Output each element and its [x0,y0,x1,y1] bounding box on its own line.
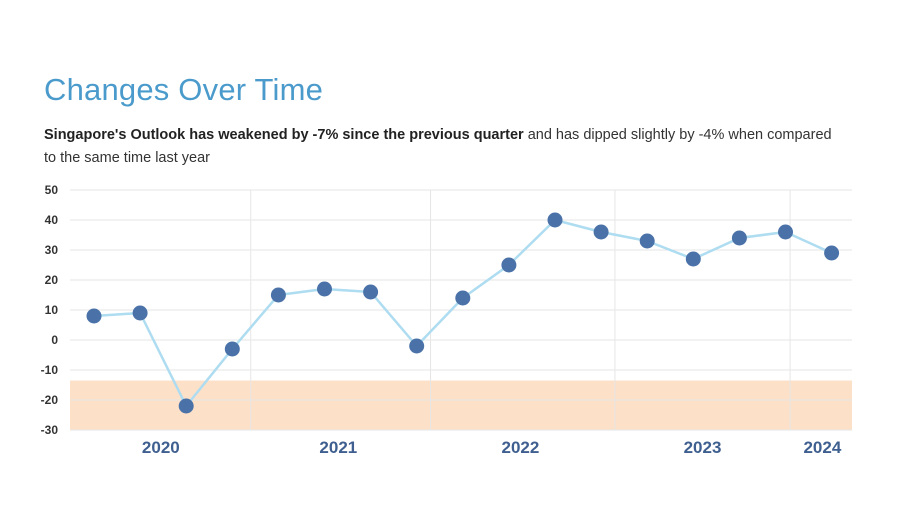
page-title: Changes Over Time [44,72,324,107]
data-point [409,338,425,354]
data-point [224,341,240,357]
y-tick-label: -30 [41,423,59,437]
data-point [178,398,194,414]
data-point [270,287,286,303]
data-point [593,224,609,240]
y-tick-label: 50 [45,183,59,197]
data-point [317,281,332,297]
series-line-layer [93,218,833,408]
series-line [93,218,833,408]
x-axis-year-labels: 2020 2021 2022 2023 2024 [142,438,842,457]
data-point [824,245,840,261]
data-point [731,230,747,246]
data-point [132,305,148,321]
gridlines [70,189,852,431]
subtitle: Singapore's Outlook has weakened by -7% … [44,124,834,170]
data-points [86,212,840,414]
data-point [778,224,793,240]
y-tick-label: -10 [41,363,59,377]
y-tick-label: -20 [41,393,59,407]
x-year-label: 2023 [684,438,722,457]
subtitle-rest: and has dipped slightly by -4% when comp… [44,127,832,166]
y-tick-label: 0 [51,333,58,347]
data-point [685,251,701,267]
x-year-label: 2024 [803,438,841,457]
x-year-label: 2021 [319,438,357,457]
data-point [86,308,102,324]
subtitle-highlight: Singapore's Outlook has weakened by -7% … [44,127,524,143]
data-point [639,233,655,249]
y-tick-label: 30 [45,243,59,257]
x-year-label: 2022 [502,438,540,457]
y-tick-label: 20 [45,273,59,287]
data-point [501,257,517,273]
y-tick-label: 40 [45,213,59,227]
y-axis-ticks: 50 40 30 20 10 0 -10 -20 -30 [41,183,59,437]
data-point [547,212,563,228]
data-point [455,290,471,306]
y-tick-label: 10 [45,303,59,317]
x-year-label: 2020 [142,438,180,457]
data-point [363,284,379,300]
